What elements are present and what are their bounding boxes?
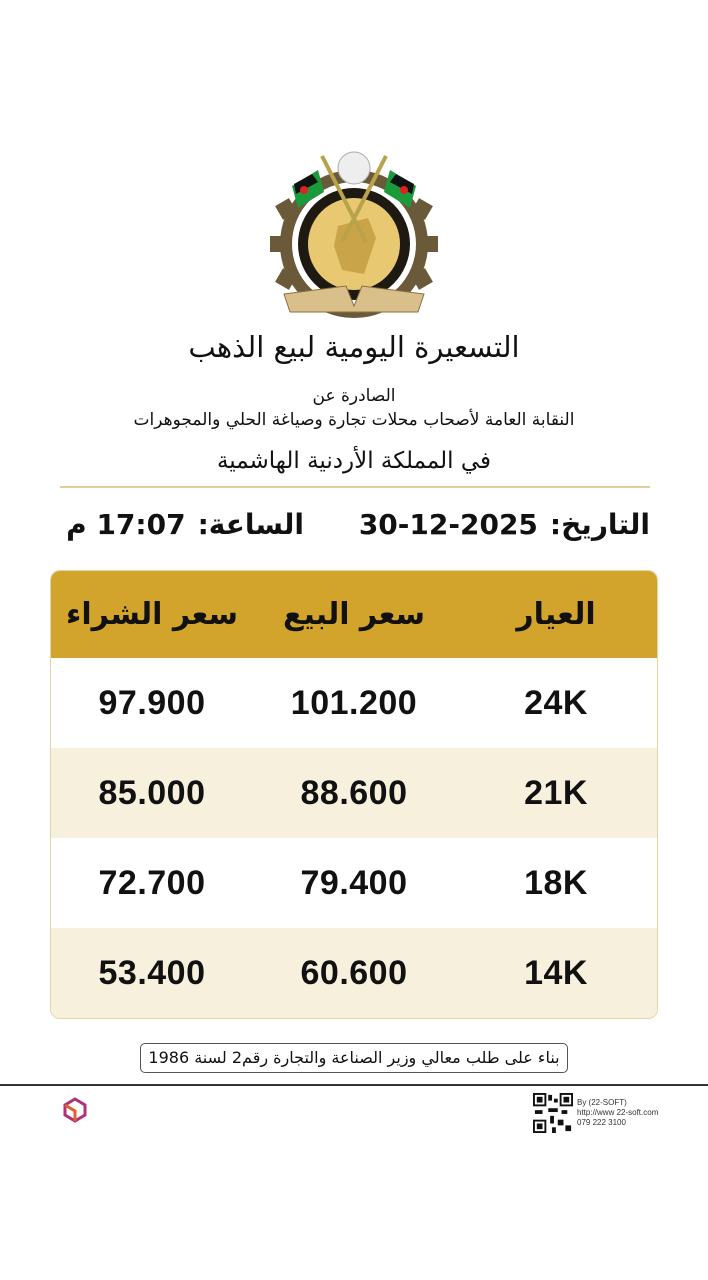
date-value: 30-12-2025	[358, 508, 538, 541]
table-header: العيار سعر البيع سعر الشراء	[51, 571, 657, 658]
country-name: في المملكة الأردنية الهاشمية	[216, 448, 492, 474]
credit-phone: 079 222 3100	[577, 1118, 626, 1127]
date-display: التاريخ: 30-12-2025	[359, 508, 650, 541]
credit-by: By (22-SOFT)	[577, 1098, 627, 1107]
karat-cell: 21K	[524, 773, 588, 812]
buy-price-cell: 53.400	[98, 953, 206, 992]
organization-name: النقابة العامة لأصحاب محلات تجارة وصياغة…	[133, 410, 575, 430]
date-label: التاريخ:	[549, 508, 650, 541]
time-display: الساعة: 17:07 م	[66, 508, 304, 541]
column-header-buy-price: سعر الشراء	[66, 597, 238, 632]
time-value: 17:07 م	[66, 508, 186, 541]
footer-divider	[0, 1084, 708, 1086]
gold-price-table: العيار سعر البيع سعر الشراء 24K 101.200 …	[50, 570, 658, 1019]
qr-code-icon	[533, 1093, 573, 1133]
karat-cell: 18K	[524, 863, 588, 902]
sell-price-cell: 101.200	[290, 683, 418, 722]
karat-cell: 14K	[524, 953, 588, 992]
buy-price-cell: 97.900	[98, 683, 206, 722]
credit-url: http://www 22-soft.com	[577, 1108, 659, 1117]
sell-price-cell: 79.400	[300, 863, 408, 902]
buy-price-cell: 85.000	[98, 773, 206, 812]
brand-logo-icon	[63, 1097, 87, 1123]
syndicate-logo	[270, 151, 438, 318]
developer-credits: By (22-SOFT) http://www 22-soft.com 079 …	[577, 1098, 658, 1128]
time-label: الساعة:	[197, 508, 304, 541]
table-row: 18K 79.400 72.700	[51, 838, 657, 928]
sell-price-cell: 60.600	[300, 953, 408, 992]
column-header-sell-price: سعر البيع	[282, 597, 426, 632]
page-title: التسعيرة اليومية لبيع الذهب	[188, 330, 520, 364]
column-header-karat: العيار	[516, 597, 596, 632]
table-row: 21K 88.600 85.000	[51, 748, 657, 838]
issued-by-label: الصادرة عن	[312, 386, 396, 406]
table-row: 14K 60.600 53.400	[51, 928, 657, 1018]
buy-price-cell: 72.700	[98, 863, 206, 902]
sell-price-cell: 88.600	[300, 773, 408, 812]
table-row: 24K 101.200 97.900	[51, 658, 657, 748]
legal-note: بناء على طلب معالي وزير الصناعة والتجارة…	[140, 1043, 568, 1073]
divider	[60, 486, 650, 488]
karat-cell: 24K	[524, 683, 588, 722]
